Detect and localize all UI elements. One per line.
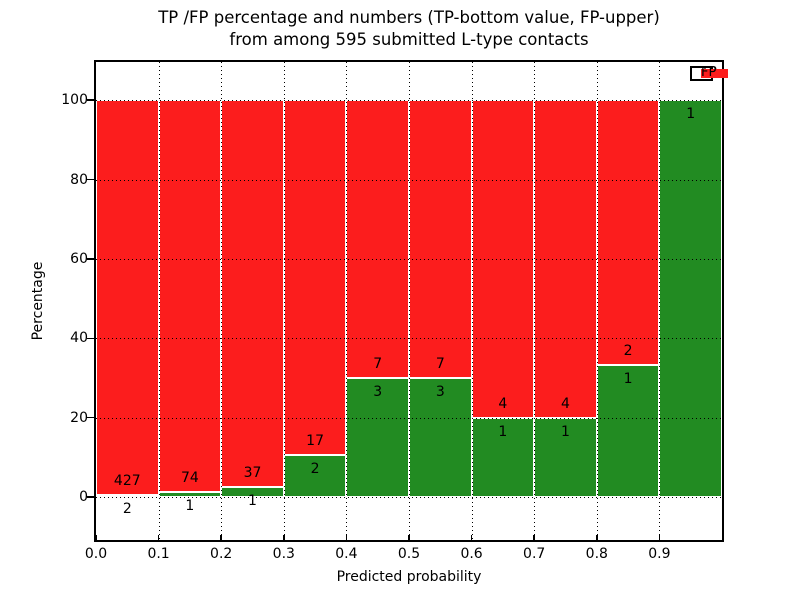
v-gridline	[534, 62, 536, 540]
bar-fp-segment	[158, 100, 222, 492]
bar-tp-segment	[96, 495, 159, 498]
fp-count-label: 4	[561, 395, 570, 412]
tp-count-label: 3	[435, 383, 445, 400]
x-tick-label: 0.3	[272, 546, 295, 562]
tp-count-label: 2	[310, 461, 320, 478]
x-tick-label: 0.0	[84, 546, 108, 562]
x-tick-label: 0.4	[335, 546, 358, 562]
y-tick	[87, 496, 94, 498]
y-tick-label: 40	[70, 330, 88, 347]
tp-count-label: 2	[122, 501, 132, 518]
fp-count-label: 37	[243, 464, 262, 481]
tp-count-label: 1	[498, 423, 508, 440]
fp-count-label: 4	[498, 395, 508, 412]
x-axis-label: Predicted probability	[336, 569, 482, 585]
fp-legend-swatch	[701, 68, 728, 78]
tp-count-label: 3	[373, 383, 383, 400]
fp-legend-label: FP	[701, 65, 717, 80]
tp-count-label: 1	[623, 370, 633, 387]
x-tick	[95, 535, 97, 540]
fp-count-label: 7	[373, 356, 383, 373]
bar-fp-segment	[96, 100, 159, 496]
chart-title: TP /FP percentage and numbers (TP-bottom…	[96, 7, 722, 51]
x-tick-label: 0.1	[147, 546, 170, 562]
bar-tp-segment	[471, 417, 535, 498]
bar-fp-segment	[596, 100, 660, 365]
tp-count-label: 1	[248, 492, 257, 509]
x-tick-label: 0.2	[210, 546, 233, 562]
fp-count-label: 17	[306, 433, 325, 450]
y-tick	[87, 99, 94, 101]
bar-tp-segment	[534, 417, 597, 498]
y-tick	[87, 416, 94, 419]
x-tick-label: 0.9	[648, 546, 671, 562]
bar-fp-segment	[283, 100, 347, 456]
chart-title-line2: from among 595 submitted L-type contacts	[229, 30, 589, 49]
y-tick-label: 80	[70, 171, 88, 188]
tp-count-label: 1	[561, 423, 570, 440]
v-gridline	[409, 62, 410, 540]
bar-fp-segment	[409, 100, 472, 379]
y-axis-label: Percentage	[30, 261, 46, 341]
legend: TP FP	[690, 65, 728, 81]
v-gridline	[221, 62, 223, 540]
bar-tp-segment	[346, 378, 409, 498]
v-gridline	[283, 62, 285, 540]
fp-count-label: 2	[623, 342, 633, 359]
bar-tp-segment	[596, 364, 660, 498]
y-tick-label: 100	[61, 92, 88, 109]
tp-count-label: 1	[686, 106, 696, 122]
x-tick-label: 0.6	[460, 546, 483, 562]
bar-fp-segment	[221, 100, 284, 487]
v-gridline	[596, 62, 598, 540]
fp-count-label: 427	[113, 473, 141, 490]
v-gridline	[346, 62, 348, 540]
bar-tp-segment	[283, 455, 347, 498]
bar-tp-segment	[659, 100, 722, 498]
bar-fp-segment	[346, 100, 409, 379]
fp-count-label: 7	[435, 356, 445, 373]
v-gridline	[659, 62, 661, 540]
fp-count-label: 74	[180, 469, 199, 486]
y-tick-label: 0	[79, 489, 88, 506]
x-tick-label: 0.8	[585, 546, 608, 562]
v-gridline	[471, 62, 473, 540]
v-gridline	[158, 62, 160, 540]
x-tick-label: 0.5	[397, 546, 421, 562]
bar-tp-segment	[409, 378, 472, 498]
y-tick	[87, 258, 94, 260]
x-tick-label: 0.7	[523, 546, 546, 562]
tp-count-label: 1	[185, 497, 195, 514]
y-tick-label: 20	[70, 409, 88, 426]
y-tick	[87, 337, 94, 340]
chart-title-line1: TP /FP percentage and numbers (TP-bottom…	[158, 8, 660, 27]
y-tick	[87, 178, 94, 181]
y-tick-label: 60	[70, 250, 88, 267]
